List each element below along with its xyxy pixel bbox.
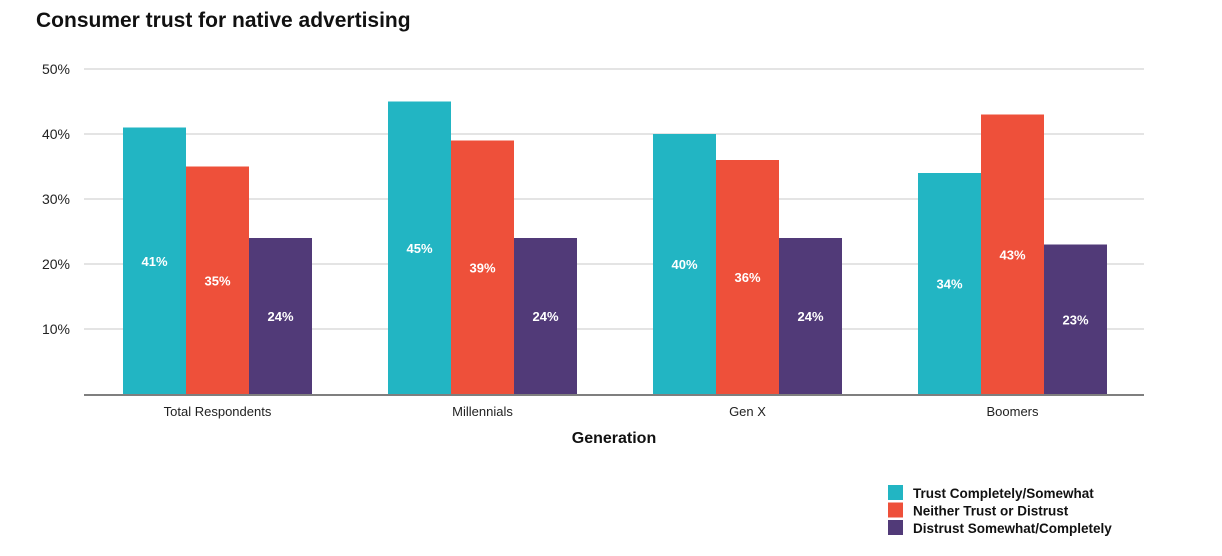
legend-swatch [888, 485, 903, 500]
x-axis-categories: Total Respondents Millennials Gen X Boomers [164, 404, 1039, 419]
bar [918, 173, 981, 394]
bar-value-label: 24% [267, 309, 293, 324]
bar-value-label: 23% [1062, 312, 1088, 327]
x-category-label: Boomers [986, 404, 1039, 419]
legend-swatch [888, 520, 903, 535]
legend-label: Trust Completely/Somewhat [913, 486, 1094, 501]
bar [388, 101, 451, 394]
legend-label: Neither Trust or Distrust [913, 504, 1069, 519]
legend: Trust Completely/Somewhat Neither Trust o… [888, 485, 1112, 536]
bar [186, 166, 249, 394]
legend-label: Distrust Somewhat/Completely [913, 521, 1112, 536]
bar [779, 238, 842, 394]
bar-value-label: 41% [141, 254, 167, 269]
y-tick-label: 20% [42, 256, 70, 272]
x-category-label: Gen X [729, 404, 766, 419]
bar-value-labels: 41% 45% 40% 34% 35% 39% 36% 43% 24% 24% 24% 23% [141, 241, 1088, 328]
legend-swatch [888, 502, 903, 518]
bar [653, 134, 716, 394]
y-tick-label: 10% [42, 321, 70, 337]
bar-value-label: 34% [936, 277, 962, 292]
bar-value-label: 45% [406, 241, 432, 256]
y-tick-label: 50% [42, 61, 70, 77]
x-category-label: Total Respondents [164, 404, 272, 419]
bar-value-label: 35% [204, 273, 230, 288]
x-axis-title: Generation [572, 430, 656, 447]
bar-value-label: 40% [671, 257, 697, 272]
bar [451, 140, 514, 394]
bar-value-label: 43% [999, 247, 1025, 262]
bar-value-label: 36% [734, 270, 760, 285]
y-tick-label: 40% [42, 126, 70, 142]
y-axis-ticks: 10% 20% 30% 40% 50% [42, 61, 70, 337]
bar [716, 160, 779, 394]
bar-value-label: 24% [797, 309, 823, 324]
bar [123, 127, 186, 394]
bar [514, 238, 577, 394]
x-category-label: Millennials [452, 404, 513, 419]
bar-value-label: 24% [532, 309, 558, 324]
bar [249, 238, 312, 394]
bar-value-label: 39% [469, 260, 495, 275]
bar [981, 114, 1044, 394]
y-tick-label: 30% [42, 191, 70, 207]
bars [123, 101, 1107, 394]
chart-title: Consumer trust for native advertising [36, 9, 411, 32]
bar [1044, 244, 1107, 394]
